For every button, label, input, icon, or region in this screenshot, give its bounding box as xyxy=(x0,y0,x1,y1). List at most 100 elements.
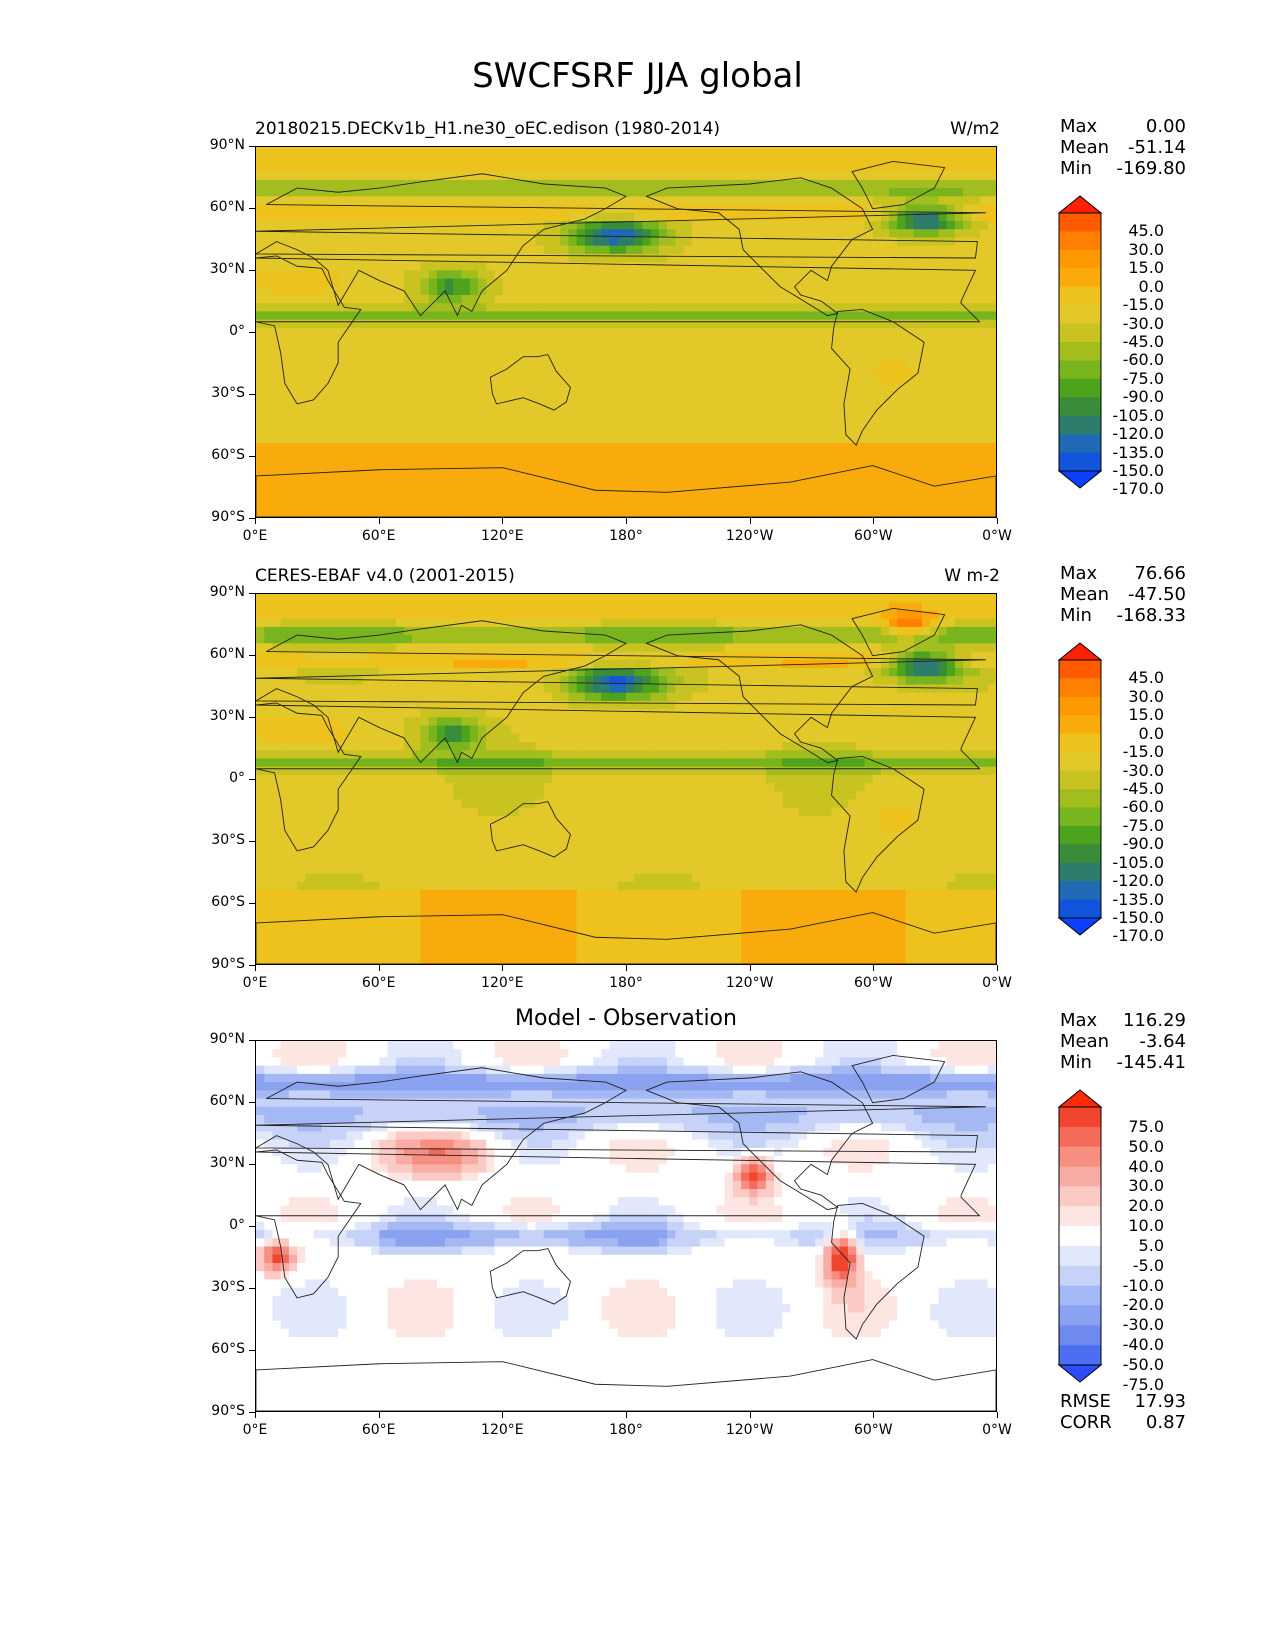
field-cell xyxy=(675,618,685,628)
field-cell xyxy=(535,344,545,354)
field-cell xyxy=(856,278,866,288)
field-cell xyxy=(839,179,849,189)
field-cell xyxy=(428,610,438,620)
field-cell xyxy=(362,155,372,165)
field-cell xyxy=(971,500,981,510)
field-cell xyxy=(774,618,783,628)
field-cell xyxy=(445,484,454,493)
field-cell xyxy=(330,311,339,321)
field-cell xyxy=(584,492,594,502)
field-cell xyxy=(831,245,841,255)
field-cell xyxy=(321,360,331,370)
field-cell xyxy=(362,295,372,304)
field-cell xyxy=(461,212,471,222)
stat-row: Min -169.80 xyxy=(1060,158,1186,179)
field-cell xyxy=(790,286,800,296)
field-cell xyxy=(675,352,685,362)
field-cell xyxy=(346,229,356,239)
field-cell xyxy=(823,635,833,644)
colorbar-segment xyxy=(1059,434,1101,454)
field-cell xyxy=(691,311,701,321)
field-cell xyxy=(782,295,792,304)
field-cell xyxy=(280,467,290,477)
field-cell xyxy=(963,204,972,214)
field-cell xyxy=(535,327,545,337)
field-cell xyxy=(601,467,611,477)
field-cell xyxy=(288,204,298,214)
field-cell xyxy=(938,344,948,354)
field-cell xyxy=(428,352,438,362)
stats-block: Max 0.00 Mean -51.14 Min -169.80 xyxy=(1060,116,1186,179)
field-cell xyxy=(395,618,405,628)
field-cell xyxy=(568,500,578,510)
field-cell xyxy=(979,475,989,485)
field-cell xyxy=(987,651,996,661)
field-cell xyxy=(642,618,652,628)
field-cell xyxy=(346,344,356,354)
field-cell xyxy=(256,635,265,644)
field-cell xyxy=(428,602,438,612)
field-cell xyxy=(272,229,282,239)
field-cell xyxy=(354,459,364,469)
field-cell xyxy=(453,643,463,653)
field-cell xyxy=(691,188,701,197)
field-cell xyxy=(823,426,833,436)
field-cell xyxy=(774,319,783,329)
field-cell xyxy=(741,443,750,452)
field-cell xyxy=(700,311,709,321)
field-cell xyxy=(708,336,718,345)
field-cell xyxy=(889,327,898,337)
field-cell xyxy=(848,196,857,206)
field-cell xyxy=(987,319,996,329)
field-cell xyxy=(387,668,397,677)
field-cell xyxy=(280,426,290,436)
field-cell xyxy=(880,171,890,181)
field-cell xyxy=(395,245,405,255)
field-cell xyxy=(543,286,553,296)
field-cell xyxy=(930,295,940,304)
field-cell xyxy=(535,360,545,370)
field-cell xyxy=(700,418,709,428)
field-cell xyxy=(897,253,907,263)
field-cell xyxy=(922,475,931,485)
field-cell xyxy=(272,155,282,165)
field-cell xyxy=(338,221,348,230)
field-cell xyxy=(354,311,364,321)
field-cell xyxy=(264,594,274,603)
field-cell xyxy=(872,245,882,255)
field-cell xyxy=(387,286,397,296)
field-cell xyxy=(609,212,619,222)
field-cell xyxy=(560,196,570,206)
field-cell xyxy=(535,467,545,477)
field-cell xyxy=(971,270,981,280)
x-tick xyxy=(378,518,380,524)
field-cell xyxy=(823,253,833,263)
field-cell xyxy=(494,286,504,296)
field-cell xyxy=(576,245,586,255)
field-cell xyxy=(584,171,594,181)
field-cell xyxy=(683,221,693,230)
field-cell xyxy=(568,668,578,677)
field-cell xyxy=(543,467,553,477)
field-cell xyxy=(494,188,504,197)
field-cell xyxy=(428,401,438,411)
field-cell xyxy=(256,155,265,165)
field-cell xyxy=(412,327,422,337)
field-cell xyxy=(510,492,520,502)
field-cell xyxy=(330,643,339,653)
field-cell xyxy=(930,221,940,230)
field-cell xyxy=(757,635,767,644)
field-cell xyxy=(724,651,734,661)
field-cell xyxy=(288,459,298,469)
field-cell xyxy=(954,426,964,436)
field-cell xyxy=(609,221,619,230)
field-cell xyxy=(272,262,282,271)
field-cell xyxy=(741,204,750,214)
field-cell xyxy=(486,229,496,239)
field-cell xyxy=(494,393,504,403)
field-cell xyxy=(552,163,561,173)
field-cell xyxy=(954,278,964,288)
field-cell xyxy=(675,426,685,436)
field-cell xyxy=(979,602,989,612)
field-cell xyxy=(461,229,471,239)
